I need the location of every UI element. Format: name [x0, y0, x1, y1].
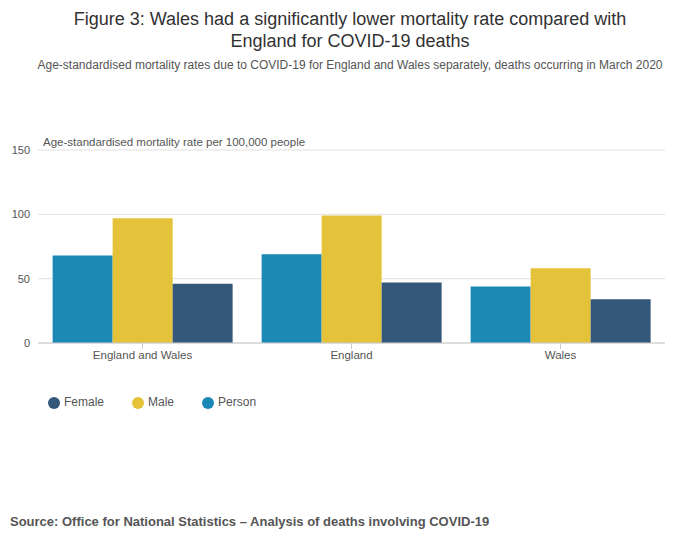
svg-text:0: 0	[24, 337, 30, 349]
html-text:Age-standardised mortality rat: Age-standardised mortality rate per 100,…	[43, 136, 306, 148]
svg-text:100: 100	[12, 208, 30, 220]
html-text:Figure 3: Wales had a signific: Figure 3: Wales had a significantly lowe…	[73, 9, 627, 51]
svg-text:England and Wales: England and Wales	[93, 349, 193, 361]
svg-text:50: 50	[18, 273, 30, 285]
html-text:Age-standardised mortality rat: Age-standardised mortality rates due to …	[37, 58, 663, 72]
html-text:Male: Male	[148, 395, 174, 409]
svg-text:England: England	[330, 349, 372, 361]
svg-text:Wales: Wales	[545, 349, 577, 361]
html-text:Person: Person	[218, 395, 257, 409]
html-text:Source: Office for National St: Source: Office for National Statistics –…	[10, 514, 490, 529]
svg-text:150: 150	[12, 144, 30, 156]
html-text:Female: Female	[64, 395, 104, 409]
